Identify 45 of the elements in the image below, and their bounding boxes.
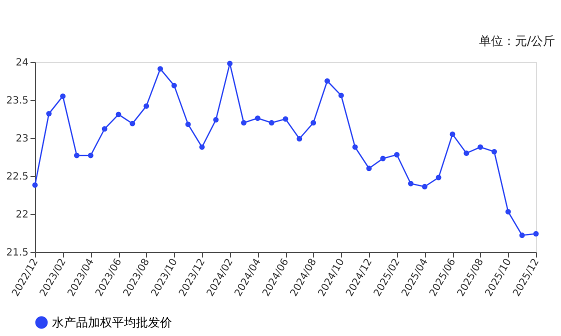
legend-label: 水产品加权平均批发价 [52, 316, 172, 330]
point [394, 152, 400, 158]
point [464, 150, 470, 156]
point [324, 78, 330, 84]
point [519, 232, 525, 238]
point [436, 174, 442, 180]
point [241, 120, 246, 126]
point [171, 82, 177, 88]
point [352, 144, 358, 150]
point [102, 126, 108, 132]
point [185, 122, 191, 128]
point [422, 184, 428, 190]
point [282, 116, 288, 122]
point [60, 93, 66, 99]
point [310, 120, 316, 126]
point [158, 66, 163, 72]
point [478, 144, 484, 150]
point [380, 156, 386, 162]
point [492, 148, 497, 154]
point [116, 112, 122, 118]
y-tick-label: 23 [16, 134, 28, 144]
point [144, 103, 150, 109]
point [338, 92, 344, 98]
point [450, 131, 456, 137]
point [227, 60, 233, 66]
point [268, 120, 274, 126]
y-tick-label: 22.5 [6, 172, 28, 182]
point [366, 166, 372, 172]
point [213, 117, 219, 122]
y-tick-label: 23.5 [6, 96, 28, 106]
point [505, 208, 511, 214]
point [46, 110, 52, 116]
point [74, 152, 80, 158]
y-tick-label: 22 [16, 210, 28, 220]
point [88, 152, 94, 158]
y-tick-label: 24 [16, 58, 28, 68]
text: 单位：元/公斤 [478, 34, 555, 48]
point [408, 180, 414, 186]
point [254, 116, 260, 121]
y-tick-label: 21.5 [6, 248, 28, 258]
point [32, 182, 38, 188]
point [199, 144, 205, 150]
point [296, 136, 302, 142]
point [533, 231, 539, 236]
point [130, 120, 136, 126]
